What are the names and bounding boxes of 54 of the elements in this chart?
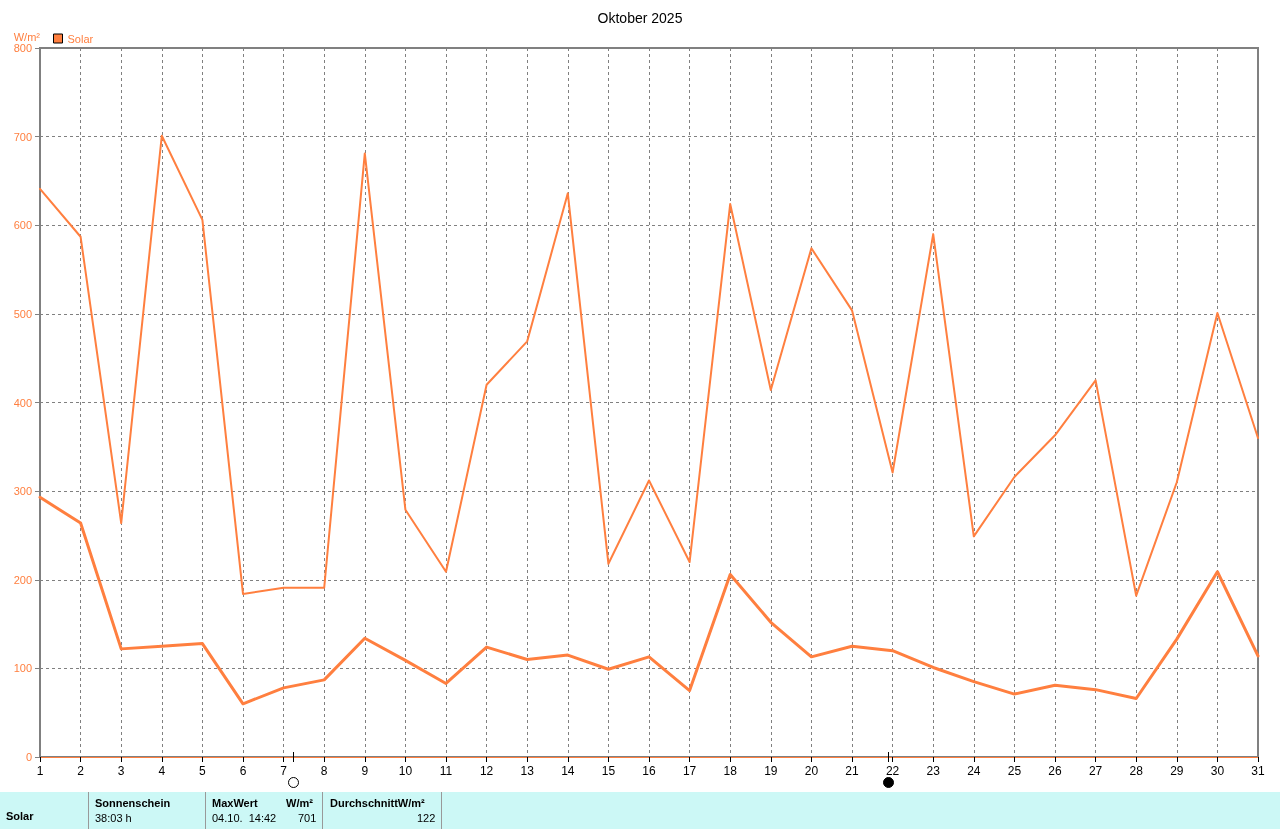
x-tick-label: 13 <box>520 764 535 778</box>
text: Sonnenschein <box>95 797 171 809</box>
line-series <box>39 134 1259 597</box>
text: W/m² <box>286 797 313 809</box>
x-tick-label: 21 <box>845 764 859 778</box>
x-tick-label: 12 <box>479 764 494 778</box>
x-tick-label: 20 <box>804 764 819 778</box>
x-tick-label: 25 <box>1007 764 1022 778</box>
x-tick-label: 26 <box>1048 764 1062 778</box>
text: 38:03 h <box>95 812 132 824</box>
x-tick-label: 8 <box>320 764 328 778</box>
y-tick-label: 0 <box>25 751 32 763</box>
x-tick-label: 4 <box>158 764 166 778</box>
x-tick-label: 31 <box>1251 764 1265 778</box>
y-tick-label: 600 <box>13 219 32 232</box>
x-tick-label: 14 <box>561 764 575 778</box>
y-tick-label: 200 <box>13 573 32 586</box>
text: 122 <box>417 812 436 824</box>
x-tick-label: 2 <box>77 764 85 778</box>
y-axis-title: W/m² <box>13 30 41 43</box>
line-series <box>38 495 1260 706</box>
y-tick-label: 700 <box>13 130 32 143</box>
text: 04.10. 14:42 <box>212 812 277 824</box>
y-tick-label: 800 <box>13 42 32 54</box>
x-tick-label: 17 <box>682 764 697 778</box>
y-tick-label: 100 <box>13 662 32 675</box>
text: DurchschnittW/m² <box>330 797 425 809</box>
x-tick-label: 16 <box>642 764 656 778</box>
x-tick-label: 24 <box>967 764 981 778</box>
x-tick-label: 30 <box>1210 764 1225 778</box>
legend-label: Solar <box>67 32 94 45</box>
y-tick-label: 300 <box>13 485 32 498</box>
chart-title: Oktober 2025 <box>597 10 683 26</box>
x-tick-label: 11 <box>439 764 453 778</box>
text: Solar <box>6 810 34 822</box>
text: 701 <box>298 812 317 824</box>
x-tick-label: 1 <box>36 764 44 778</box>
x-tick-label: 7 <box>280 764 288 778</box>
x-tick-label: 18 <box>723 764 738 778</box>
x-tick-label: 29 <box>1170 764 1184 778</box>
x-tick-label: 5 <box>199 764 207 778</box>
x-tick-label: 6 <box>239 764 247 778</box>
text: MaxWert <box>212 797 258 809</box>
x-tick-label: 27 <box>1088 764 1103 778</box>
x-tick-label: 23 <box>926 764 941 778</box>
x-tick-label: 22 <box>885 764 900 778</box>
x-tick-label: 9 <box>361 764 369 778</box>
y-tick-label: 500 <box>13 307 32 320</box>
x-tick-label: 3 <box>117 764 125 778</box>
x-tick-label: 15 <box>601 764 616 778</box>
y-tick-label: 400 <box>13 396 32 409</box>
x-tick-label: 10 <box>398 764 413 778</box>
x-tick-label: 28 <box>1129 764 1144 778</box>
x-tick-label: 19 <box>764 764 778 778</box>
